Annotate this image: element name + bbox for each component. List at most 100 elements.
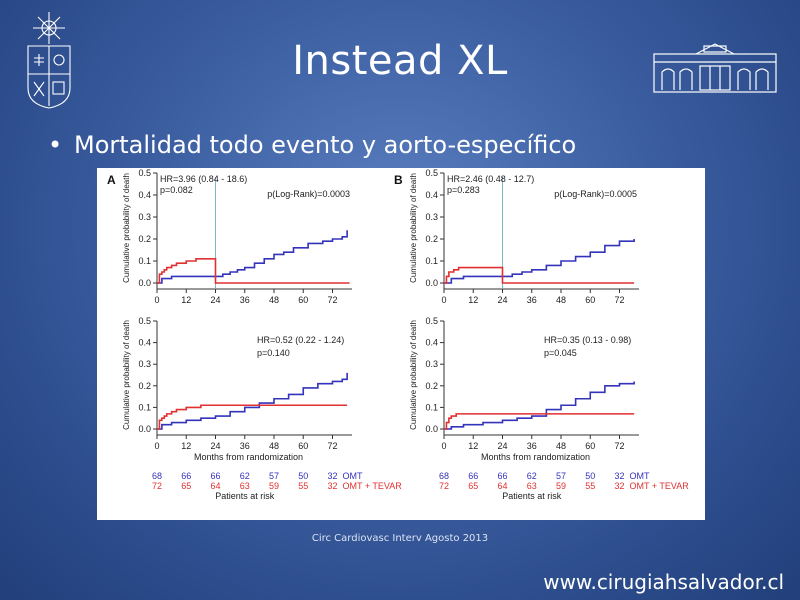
slide-title: Instead XL <box>292 38 508 84</box>
x-tick-label: 36 <box>240 295 250 305</box>
x-tick-label: 60 <box>298 295 308 305</box>
risk-table-value: 66 <box>181 471 191 481</box>
risk-table-value: 66 <box>497 471 507 481</box>
x-tick-label: 0 <box>154 295 159 305</box>
x-tick-label: 48 <box>556 441 566 451</box>
risk-table-value: 32 <box>614 471 624 481</box>
chart-annotation: p=0.045 <box>544 348 577 358</box>
series-line-omt-tevar <box>444 413 635 430</box>
y-tick-label: 0.1 <box>138 256 151 266</box>
x-tick-label: 0 <box>441 441 446 451</box>
y-tick-label: 0.5 <box>138 168 151 178</box>
y-axis-label: Cumulative probability of death <box>409 173 418 283</box>
x-axis-label: Months from randomization <box>481 452 590 462</box>
y-tick-label: 0.2 <box>138 234 151 244</box>
y-tick-label: 0.3 <box>138 359 151 369</box>
chart-annotation: p=0.283 <box>447 185 480 195</box>
series-line-omt <box>444 381 635 430</box>
risk-table-row-label: OMT <box>343 471 363 481</box>
x-axis-label: Months from randomization <box>194 452 303 462</box>
x-tick-label: 36 <box>240 441 250 451</box>
x-tick-label: 24 <box>210 295 220 305</box>
chart-annotation: p=0.082 <box>160 185 193 195</box>
y-tick-label: 0.4 <box>138 190 151 200</box>
risk-table-value: 55 <box>298 481 308 491</box>
risk-table-value: 50 <box>298 471 308 481</box>
hospital-building-icon <box>652 42 778 94</box>
y-tick-label: 0.3 <box>138 212 151 222</box>
risk-table-bottom-left: 68 66 66 62 57 50 32 OMT 72 65 64 63 59 55 32 OMT + TEV… <box>152 471 402 501</box>
y-tick-label: 0.1 <box>425 256 438 266</box>
risk-table-value: 32 <box>614 481 624 491</box>
x-tick-label: 48 <box>269 441 279 451</box>
x-tick-label: 12 <box>468 295 478 305</box>
km-chart-bottom-left: 0.0 0.1 0.2 0.3 0.4 0.5 0 12 24 36 48 60 72 Cumulativ… <box>122 316 352 462</box>
km-figure-svg: 0.0 0.1 0.2 0.3 0.4 0.5 0 12 24 36 48 60 72 Cumulativ… <box>107 168 689 501</box>
y-tick-label: 0.4 <box>425 190 438 200</box>
km-chart-bottom-right: 0.0 0.1 0.2 0.3 0.4 0.5 0 12 24 36 48 60 72 Cumulativ… <box>409 316 639 462</box>
series-line-omt <box>444 239 635 284</box>
y-tick-label: 0.0 <box>425 424 438 434</box>
risk-table-value: 65 <box>468 481 478 491</box>
citation: Circ Cardiovasc Interv Agosto 2013 <box>311 533 489 544</box>
risk-table-value: 66 <box>210 471 220 481</box>
x-tick-label: 60 <box>585 295 595 305</box>
risk-table-value: 55 <box>585 481 595 491</box>
y-axis-label: Cumulative probability of death <box>122 173 131 283</box>
y-tick-label: 0.5 <box>425 168 438 178</box>
risk-table-value: 72 <box>152 481 162 491</box>
risk-table-value: 32 <box>327 471 337 481</box>
y-tick-label: 0.0 <box>138 278 151 288</box>
risk-table-value: 68 <box>439 471 449 481</box>
x-tick-label: 36 <box>527 441 537 451</box>
km-chart-top-left: 0.0 0.1 0.2 0.3 0.4 0.5 0 12 24 36 48 60 72 Cumulativ… <box>107 168 352 305</box>
chart-annotation: HR=0.52 (0.22 - 1.24) <box>257 335 344 345</box>
y-tick-label: 0.3 <box>425 212 438 222</box>
series-line-omt-tevar <box>444 266 635 284</box>
chart-annotation: p(Log-Rank)=0.0005 <box>554 189 637 199</box>
x-tick-label: 48 <box>556 295 566 305</box>
y-tick-label: 0.0 <box>425 278 438 288</box>
risk-table-value: 59 <box>556 481 566 491</box>
x-tick-label: 48 <box>269 295 279 305</box>
risk-table-value: 57 <box>269 471 279 481</box>
x-tick-label: 60 <box>585 441 595 451</box>
series-line-omt <box>157 230 348 284</box>
x-tick-label: 12 <box>181 295 191 305</box>
chart-annotation: HR=3.96 (0.84 - 18.6) <box>160 174 247 184</box>
x-tick-label: 24 <box>497 441 507 451</box>
risk-table-value: 65 <box>181 481 191 491</box>
risk-table-value: 32 <box>327 481 337 491</box>
website-url[interactable]: www.cirugiahsalvador.cl <box>543 570 784 594</box>
risk-table-row-label: OMT + TEVAR <box>343 481 403 491</box>
x-tick-label: 12 <box>468 441 478 451</box>
y-tick-label: 0.4 <box>138 338 151 348</box>
x-tick-label: 12 <box>181 441 191 451</box>
y-axis-label: Cumulative probability of death <box>409 320 418 430</box>
risk-table-bottom-right: 68 66 66 62 57 50 32 OMT 72 65 64 63 59 55 32 OMT + TEV… <box>439 471 689 501</box>
bullet-icon: • <box>48 131 63 159</box>
risk-table-row-label: OMT <box>630 471 650 481</box>
x-tick-label: 72 <box>327 441 337 451</box>
x-tick-label: 72 <box>614 295 624 305</box>
series-line-omt-tevar <box>157 404 348 430</box>
risk-table-value: 66 <box>468 471 478 481</box>
y-tick-label: 0.1 <box>425 402 438 412</box>
bullet-point: • Mortalidad todo evento y aorto-específi… <box>48 131 576 159</box>
kaplan-meier-figure: 0.0 0.1 0.2 0.3 0.4 0.5 0 12 24 36 48 60 72 Cumulativ… <box>97 168 705 520</box>
bullet-text: Mortalidad todo evento y aorto-específic… <box>74 131 577 159</box>
series-line-omt <box>157 372 348 430</box>
x-tick-label: 60 <box>298 441 308 451</box>
risk-table-value: 64 <box>210 481 220 491</box>
y-tick-label: 0.2 <box>425 234 438 244</box>
x-tick-label: 0 <box>154 441 159 451</box>
x-tick-label: 0 <box>441 295 446 305</box>
risk-table-value: 62 <box>240 471 250 481</box>
risk-table-title: Patients at risk <box>502 491 562 501</box>
chart-annotation: HR=0.35 (0.13 - 0.98) <box>544 335 631 345</box>
chart-annotation: p=0.140 <box>257 348 290 358</box>
km-chart-top-right: 0.0 0.1 0.2 0.3 0.4 0.5 0 12 24 36 48 60 72 Cumulativ… <box>394 168 639 305</box>
x-tick-label: 24 <box>210 441 220 451</box>
y-tick-label: 0.4 <box>425 338 438 348</box>
risk-table-value: 57 <box>556 471 566 481</box>
